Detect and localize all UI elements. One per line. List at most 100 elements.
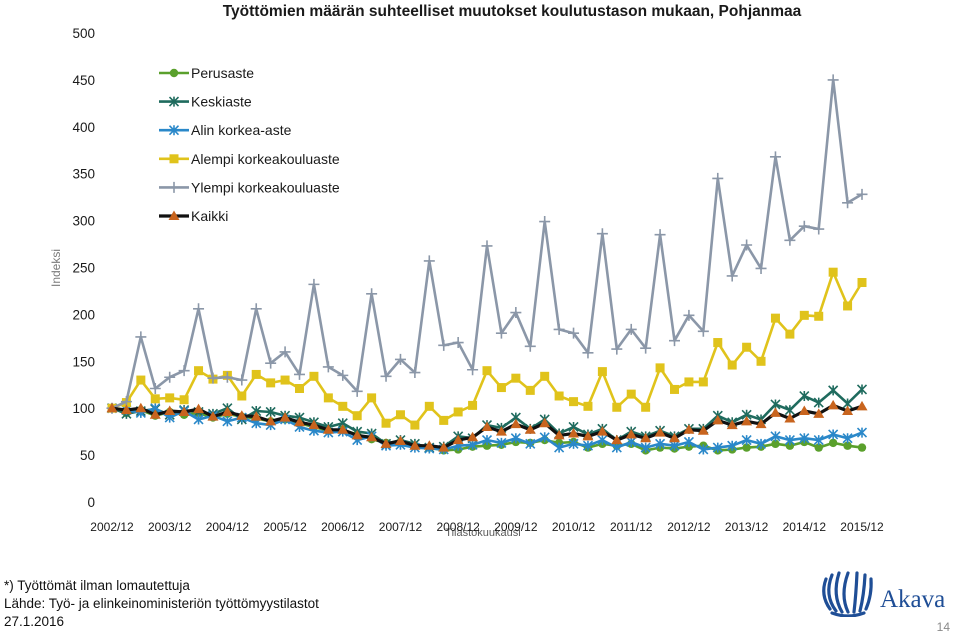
data-point: [856, 188, 868, 200]
data-point: [236, 410, 248, 420]
data-point: [697, 425, 709, 435]
data-point: [178, 365, 190, 377]
data-point: [540, 371, 550, 381]
data-point: [366, 288, 378, 300]
data-point: [597, 435, 608, 446]
legend-entry: Perusaste: [159, 65, 254, 81]
data-point: [481, 421, 493, 431]
data-point: [395, 410, 405, 420]
data-point: [366, 431, 378, 442]
data-point: [149, 383, 161, 395]
y-tick-label: 50: [80, 448, 95, 463]
x-tick-label: 2005/12: [263, 520, 307, 534]
data-point: [394, 353, 406, 365]
data-point: [439, 415, 449, 425]
data-point: [582, 430, 594, 441]
data-point: [771, 439, 780, 449]
data-point: [611, 343, 623, 355]
data-point: [308, 419, 320, 430]
data-point: [770, 431, 781, 442]
data-point: [843, 441, 852, 450]
data-point: [655, 363, 665, 373]
y-tick-label: 0: [87, 495, 95, 510]
data-point: [424, 401, 434, 411]
x-axis-label: Tilastokuukausi: [445, 527, 520, 539]
data-point: [596, 426, 608, 436]
laurel-emblem-icon: [822, 571, 873, 617]
data-point: [381, 418, 391, 428]
data-point: [727, 360, 737, 370]
data-point: [351, 385, 363, 397]
data-point: [524, 340, 536, 352]
data-point: [510, 418, 522, 429]
data-point: [496, 437, 507, 448]
legend-label: Perusaste: [191, 65, 254, 81]
data-point: [755, 418, 767, 429]
data-point: [813, 397, 824, 408]
data-point: [626, 389, 636, 399]
data-point: [221, 371, 233, 383]
data-point: [495, 426, 507, 436]
legend-entry: Kaikki: [159, 208, 228, 224]
akava-logo: Akava: [822, 571, 945, 617]
data-point: [323, 393, 333, 403]
data-point: [322, 361, 334, 373]
data-point: [813, 435, 824, 446]
data-point: [755, 262, 767, 274]
data-point: [611, 434, 623, 445]
data-point: [438, 339, 450, 351]
data-point: [482, 441, 492, 450]
x-tick-label: 2007/12: [379, 520, 423, 534]
data-point: [554, 391, 564, 401]
data-point: [712, 172, 724, 184]
legend-entry: Ylempi korkeakouluaste: [159, 179, 340, 195]
data-point: [842, 197, 854, 209]
data-point: [409, 440, 421, 450]
x-tick-label: 2014/12: [783, 520, 827, 534]
data-point: [250, 411, 262, 421]
data-point: [482, 366, 492, 376]
data-point: [612, 402, 622, 412]
data-point: [843, 301, 853, 311]
data-point: [742, 342, 752, 352]
data-point: [712, 442, 723, 453]
data-point: [178, 406, 190, 416]
data-point: [481, 240, 493, 252]
data-point: [641, 402, 651, 412]
x-tick-label: 2003/12: [148, 520, 192, 534]
legend-marker: [169, 154, 179, 164]
x-tick-label: 2006/12: [321, 520, 365, 534]
data-point: [669, 432, 680, 443]
data-point: [799, 433, 810, 444]
series-ylempi-korkeakouluaste: [106, 74, 868, 414]
data-point: [265, 357, 277, 369]
data-point: [755, 438, 767, 449]
data-point: [524, 424, 536, 434]
data-point: [741, 415, 753, 426]
data-point: [179, 395, 189, 405]
data-point: [856, 384, 868, 395]
chart-title: Työttömien määrän suhteelliset muutokset…: [223, 3, 802, 20]
data-point: [654, 427, 666, 437]
data-point: [640, 432, 652, 443]
data-point: [135, 402, 147, 413]
data-point: [684, 377, 694, 387]
data-point: [207, 411, 219, 421]
data-point: [857, 278, 867, 288]
data-point: [697, 325, 709, 337]
data-point: [770, 313, 780, 323]
y-tick-label: 350: [72, 167, 95, 182]
data-point: [481, 435, 493, 446]
data-point: [164, 371, 176, 383]
data-point: [553, 323, 565, 335]
data-point: [221, 406, 233, 416]
data-point: [814, 311, 824, 321]
data-point: [814, 443, 823, 452]
data-point: [727, 440, 738, 451]
data-point: [799, 390, 810, 402]
data-point: [726, 419, 738, 430]
data-point: [468, 400, 478, 410]
data-point: [337, 369, 349, 381]
data-point: [669, 440, 680, 451]
data-point: [423, 440, 435, 450]
